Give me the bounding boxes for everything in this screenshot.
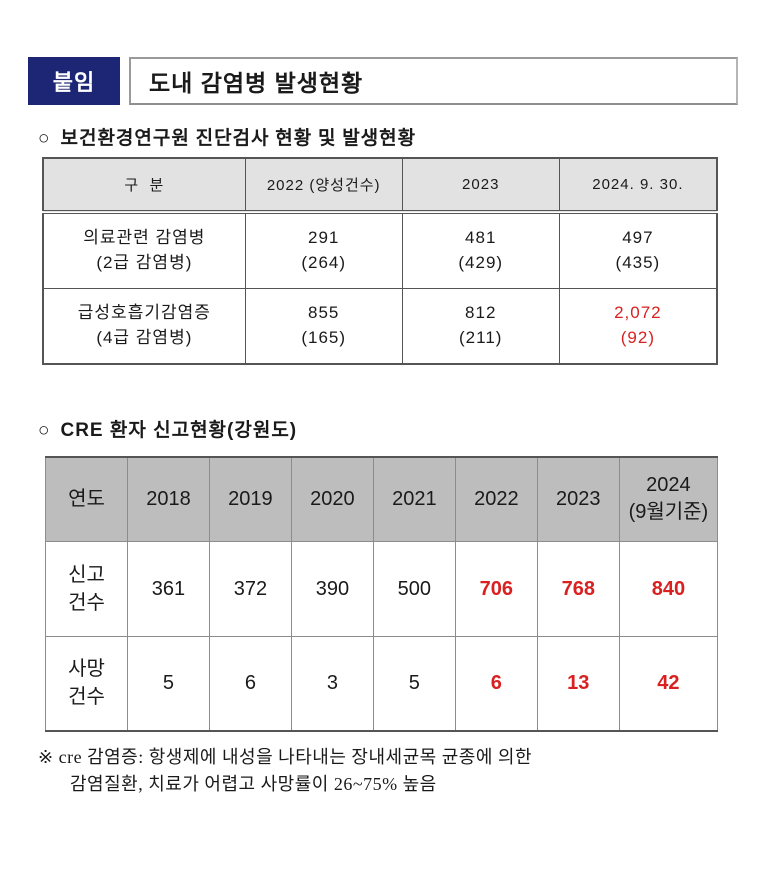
footnote-text-2: 감염질환, 치료가 어렵고 사망률이 26~75% 높음 [70, 774, 437, 794]
row-label-line2: 건수 [68, 686, 105, 709]
footnote-line-2: 감염질환, 치료가 어렵고 사망률이 26~75% 높음 [38, 771, 779, 798]
section1-heading: ○ 보건환경연구원 진단검사 현황 및 발생현황 [38, 123, 779, 150]
value-sub: (165) [301, 327, 347, 347]
value-cell-highlighted: 840 [618, 540, 719, 637]
value-main: 812 [465, 303, 497, 323]
value-cell: 6 [208, 635, 292, 732]
value-cell: 497 (435) [558, 211, 718, 289]
value-sub: (429) [458, 252, 504, 272]
row-label-line1: 사망 [68, 658, 105, 681]
page-header: 붙임 도내 감염병 발생현황 [28, 57, 779, 105]
row-label-line2: (4급 감염병) [96, 327, 193, 347]
value-sub: (435) [615, 252, 661, 272]
value-cell-highlighted: 706 [454, 540, 538, 637]
value-cell: 372 [208, 540, 292, 637]
table1-header-row: 구 분 2022 (양성건수) 2023 2024. 9. 30. [42, 157, 718, 214]
circle-bullet-icon: ○ [38, 420, 51, 441]
table2-header-2023: 2023 [536, 456, 620, 542]
value-cell: 5 [126, 635, 210, 732]
table2-header-2018: 2018 [126, 456, 210, 542]
table2-row-deaths: 사망 건수 5 6 3 5 6 13 42 [45, 635, 719, 732]
footnote-text-1: cre 감염증: 항생제에 내성을 나타내는 장내세균목 균종에 의한 [58, 747, 533, 767]
table1-header-2023: 2023 [401, 157, 560, 214]
section2-title: CRE 환자 신고현황(강원도) [60, 420, 298, 441]
diagnostic-test-table: 구 분 2022 (양성건수) 2023 2024. 9. 30. 의료관련 감… [42, 157, 718, 365]
section1-title: 보건환경연구원 진단검사 현황 및 발생현황 [60, 128, 417, 149]
row-label-line2: 건수 [68, 591, 105, 614]
table2-header-2022: 2022 [454, 456, 538, 542]
value-cell: 855 (165) [244, 287, 403, 365]
value-cell: 500 [372, 540, 456, 637]
cre-report-table: 연도 2018 2019 2020 2021 2022 2023 2024 (9… [45, 456, 719, 732]
value-cell: 291 (264) [244, 211, 403, 289]
row-label-cell: 급성호흡기감염증 (4급 감염병) [42, 287, 246, 365]
value-cell-highlighted: 13 [536, 635, 620, 732]
table1-header-category: 구 분 [42, 157, 246, 214]
value-sub: (92) [620, 327, 655, 347]
section2-heading: ○ CRE 환자 신고현황(강원도) [38, 415, 779, 442]
table1-row-respiratory: 급성호흡기감염증 (4급 감염병) 855 (165) 812 (211) 2,… [42, 287, 718, 365]
page-title-box: 도내 감염병 발생현황 [129, 57, 738, 105]
attachment-badge: 붙임 [28, 57, 120, 105]
value-cell-highlighted: 768 [536, 540, 620, 637]
row-label-cell: 사망 건수 [45, 635, 128, 732]
value-cell: 361 [126, 540, 210, 637]
row-label-line1: 급성호흡기감염증 [77, 303, 211, 323]
value-sub: (211) [459, 327, 503, 347]
footnote: ※ cre 감염증: 항생제에 내성을 나타내는 장내세균목 균종에 의한 감염… [38, 744, 779, 798]
value-main: 2,072 [614, 303, 662, 323]
header-year-line1: 2024 [646, 474, 691, 497]
value-main: 497 [622, 228, 654, 248]
row-label-cell: 의료관련 감염병 (2급 감염병) [42, 211, 246, 289]
table2-header-2021: 2021 [372, 456, 456, 542]
value-cell: 3 [290, 635, 374, 732]
reference-mark-icon: ※ [38, 747, 54, 767]
row-label-cell: 신고 건수 [45, 540, 128, 637]
value-cell-highlighted: 42 [618, 635, 719, 732]
value-cell: 812 (211) [401, 287, 560, 365]
row-label-line1: 신고 [68, 563, 105, 586]
value-cell: 5 [372, 635, 456, 732]
table1-header-2022: 2022 (양성건수) [244, 157, 403, 214]
page-title: 도내 감염병 발생현황 [149, 70, 364, 96]
circle-bullet-icon: ○ [38, 128, 51, 149]
table2-header-year-label: 연도 [45, 456, 128, 542]
value-cell-highlighted: 6 [454, 635, 538, 732]
document-page: { "header": { "badge": "붙임", "title": "도… [0, 57, 779, 888]
table1-header-2024: 2024. 9. 30. [558, 157, 718, 214]
table2-header-2024: 2024 (9월기준) [618, 456, 719, 542]
row-label-line2: (2급 감염병) [96, 252, 193, 272]
value-main: 855 [308, 303, 340, 323]
table2-header-2019: 2019 [208, 456, 292, 542]
value-cell: 390 [290, 540, 374, 637]
value-cell-highlighted: 2,072 (92) [558, 287, 718, 365]
row-label-line1: 의료관련 감염병 [83, 228, 206, 248]
value-main: 481 [465, 228, 497, 248]
value-main: 291 [308, 228, 340, 248]
table1-row-medical: 의료관련 감염병 (2급 감염병) 291 (264) 481 (429) 49… [42, 211, 718, 289]
header-year-line2: (9월기준) [628, 501, 709, 524]
table2-header-row: 연도 2018 2019 2020 2021 2022 2023 2024 (9… [45, 456, 719, 542]
footnote-line-1: ※ cre 감염증: 항생제에 내성을 나타내는 장내세균목 균종에 의한 [38, 744, 779, 771]
table2-row-reported: 신고 건수 361 372 390 500 706 768 840 [45, 540, 719, 637]
value-cell: 481 (429) [401, 211, 560, 289]
value-sub: (264) [301, 252, 347, 272]
table2-header-2020: 2020 [290, 456, 374, 542]
